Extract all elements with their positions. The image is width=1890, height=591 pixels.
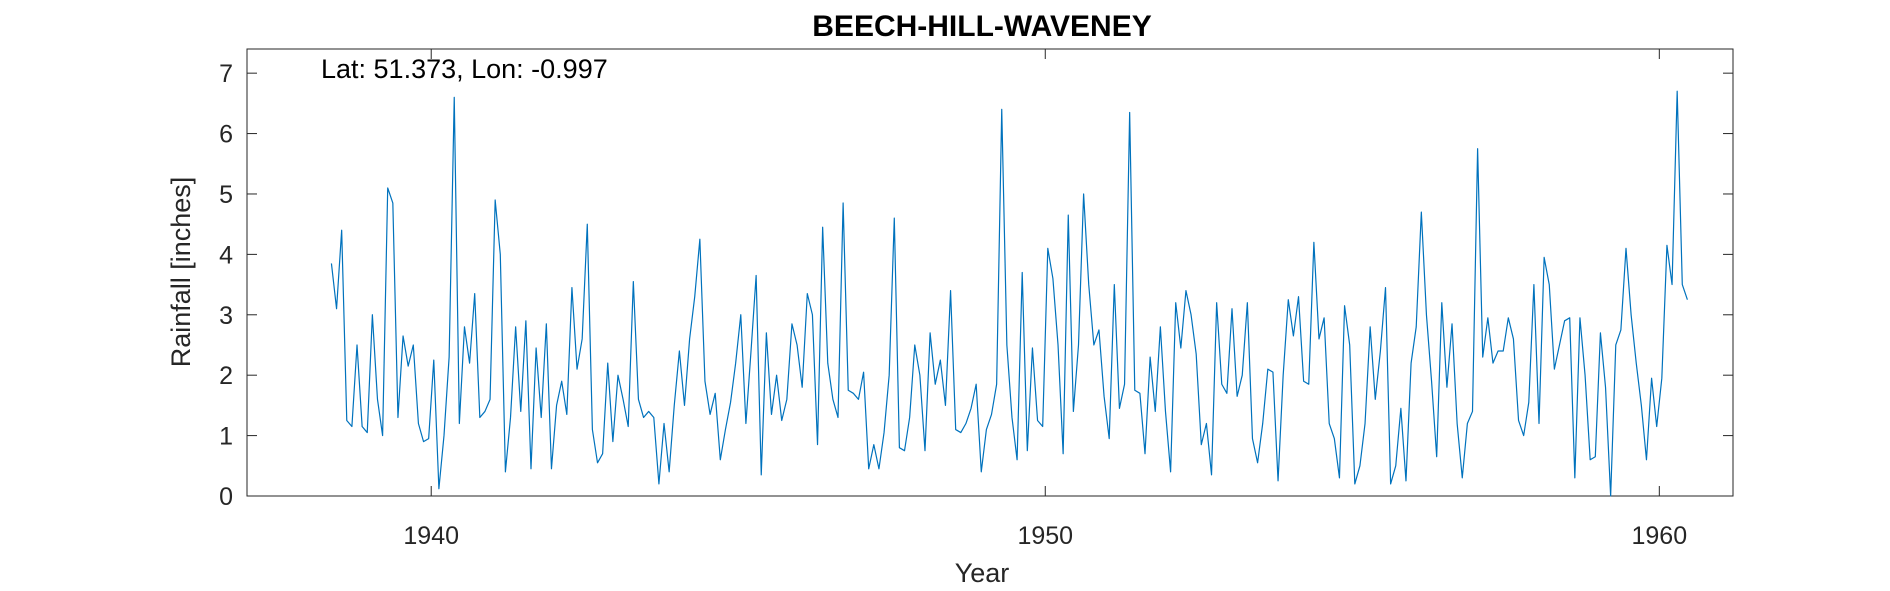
plot-area bbox=[246, 48, 1734, 497]
y-tick-label: 7 bbox=[219, 60, 233, 88]
rainfall-series-line bbox=[330, 90, 1688, 497]
y-tick-label: 1 bbox=[219, 423, 233, 451]
y-tick-label: 3 bbox=[219, 302, 233, 330]
y-axis: 0 1 2 3 4 5 6 7 bbox=[219, 60, 1733, 511]
x-axis: 1940 1950 1960 bbox=[403, 49, 1687, 550]
y-axis-label: Rainfall [inches] bbox=[166, 177, 196, 368]
chart-title: BEECH-HILL-WAVENEY bbox=[812, 10, 1151, 43]
y-tick-label: 0 bbox=[219, 483, 233, 511]
y-tick-label: 6 bbox=[219, 121, 233, 149]
y-tick-label: 2 bbox=[219, 362, 233, 390]
x-axis-label: Year bbox=[955, 558, 1010, 588]
x-tick-label: 1940 bbox=[403, 522, 459, 550]
location-annotation: Lat: 51.373, Lon: -0.997 bbox=[321, 54, 608, 84]
x-tick-label: 1950 bbox=[1017, 522, 1073, 550]
y-tick-label: 5 bbox=[219, 181, 233, 209]
y-tick-label: 4 bbox=[219, 241, 233, 269]
x-tick-label: 1960 bbox=[1632, 522, 1688, 550]
